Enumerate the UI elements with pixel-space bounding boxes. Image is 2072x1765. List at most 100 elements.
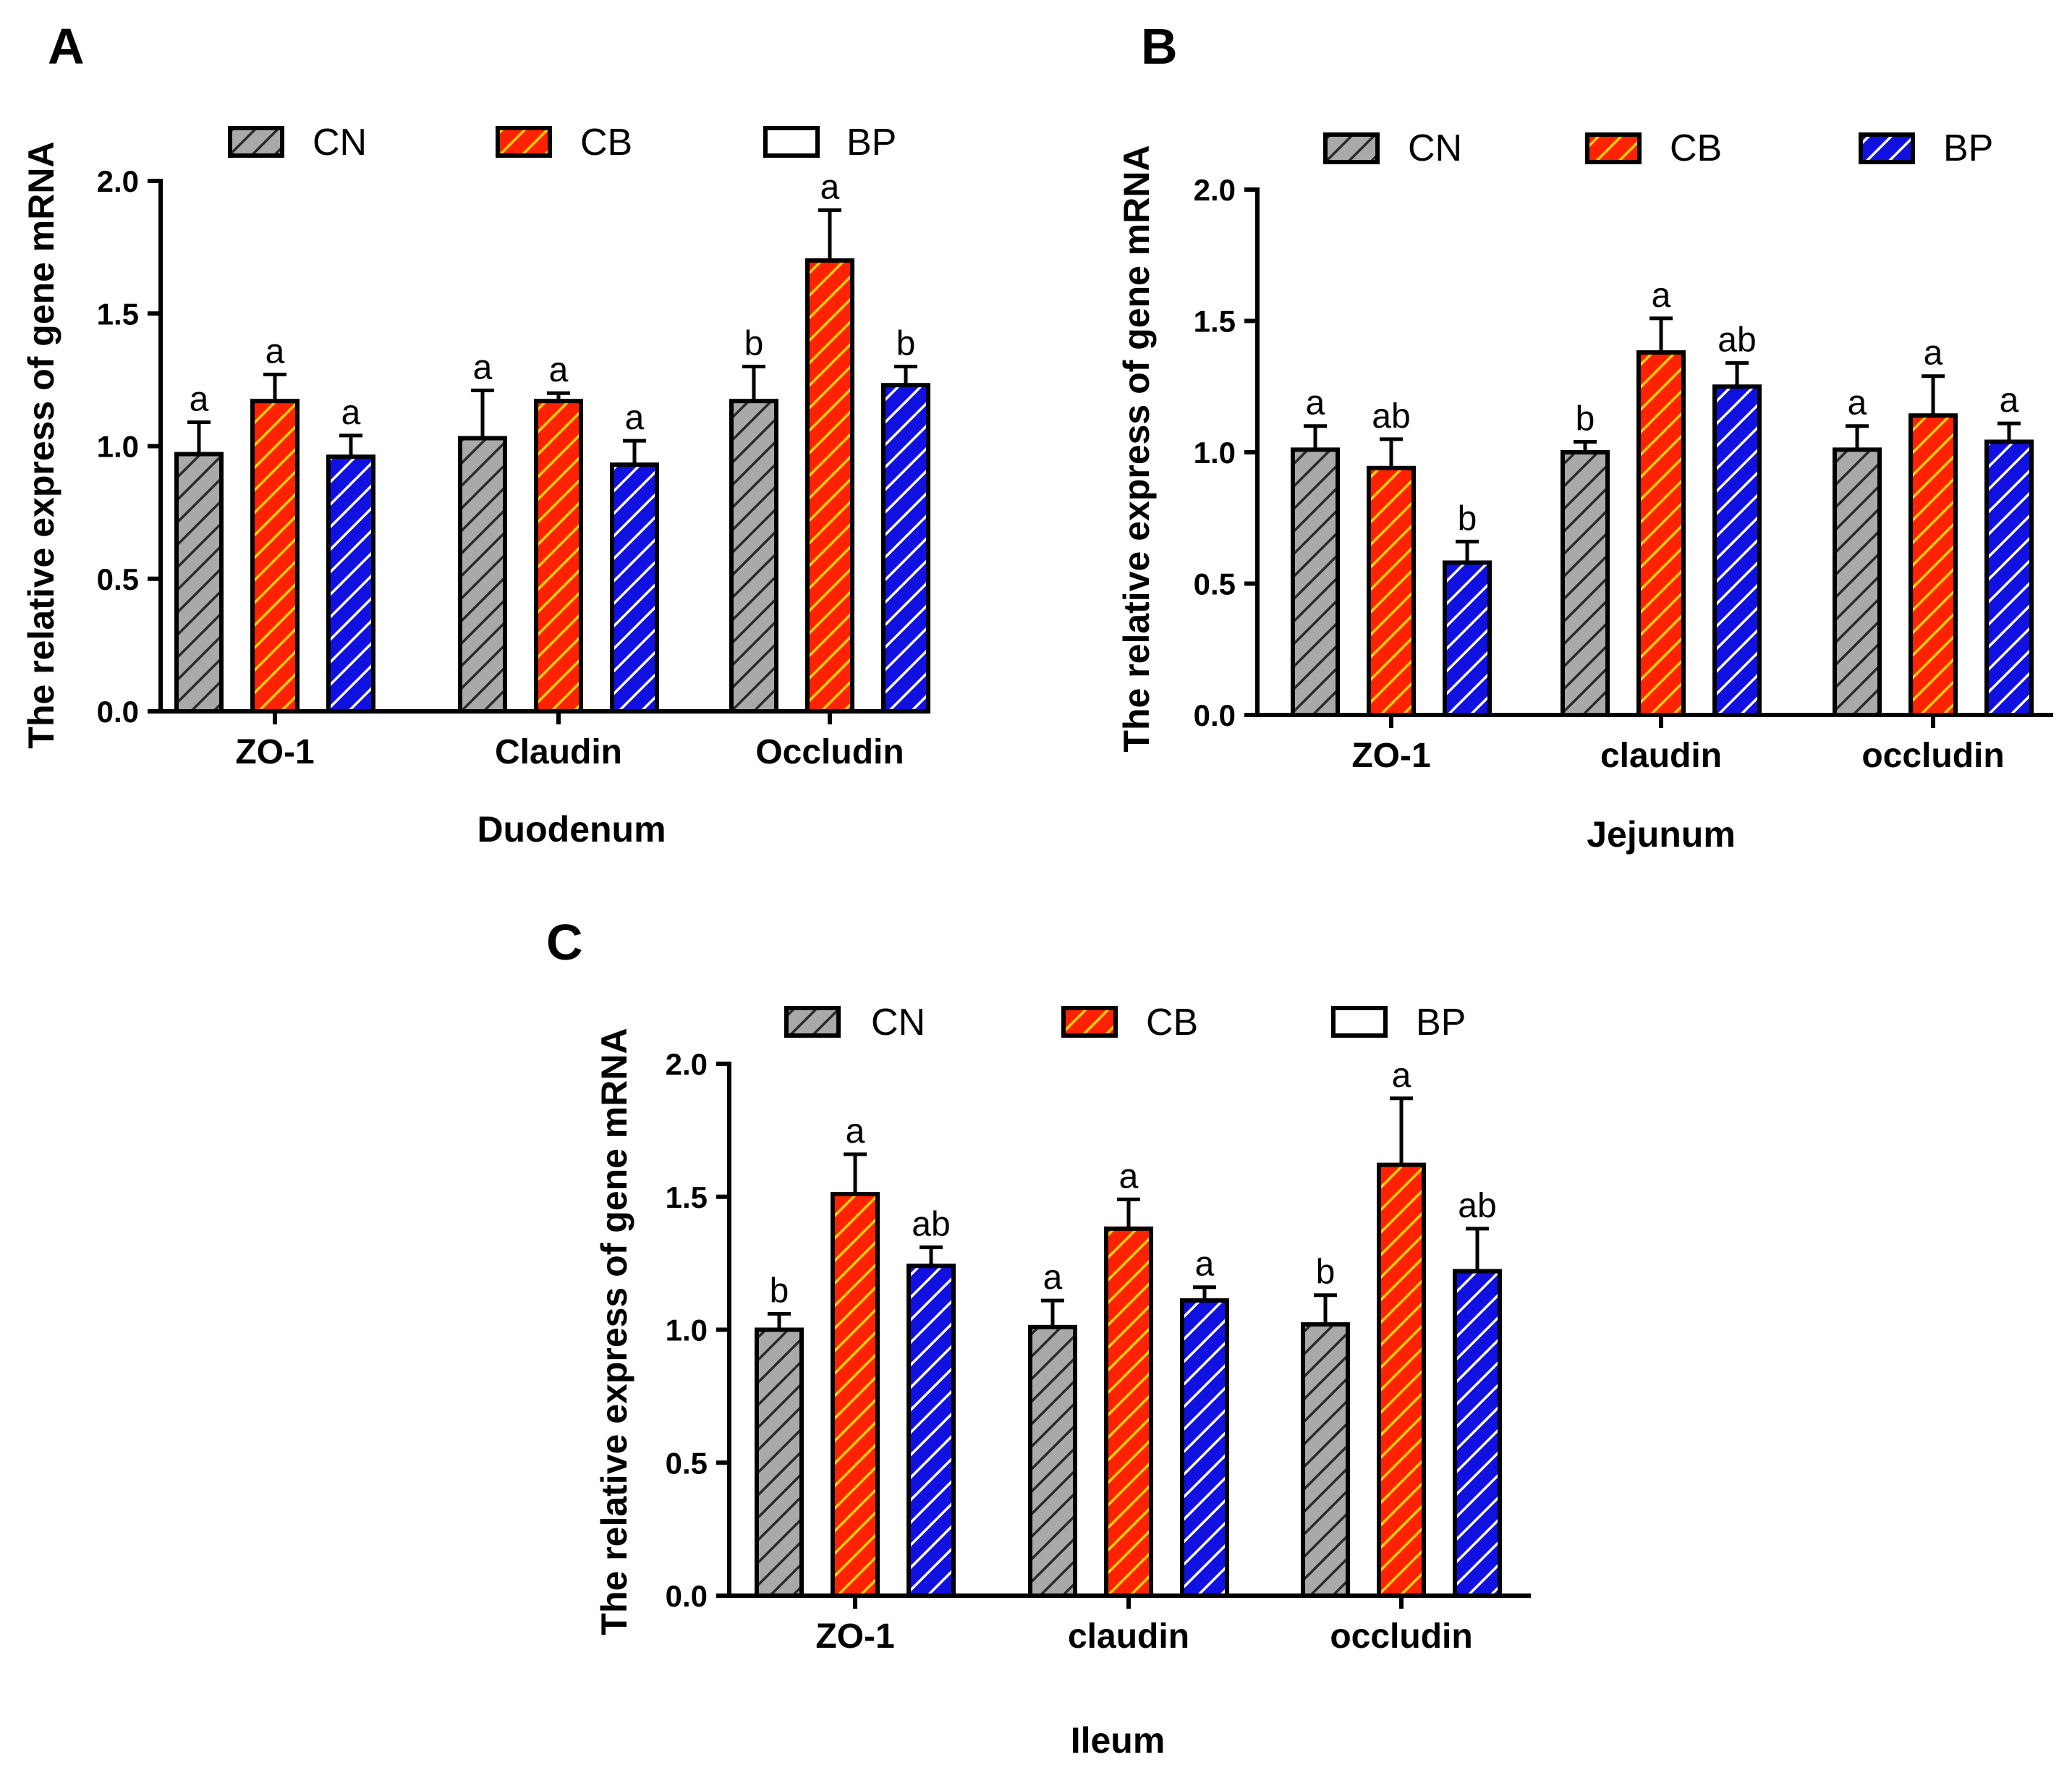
panel-a-bar-cb bbox=[534, 399, 583, 714]
panel-b-bar-bp bbox=[1443, 560, 1492, 718]
panel-a-bar-bp bbox=[610, 462, 659, 714]
panel-c-xlabel: Ileum bbox=[1071, 1720, 1166, 1761]
panel-c-category-label: claudin bbox=[1068, 1617, 1189, 1656]
panel-a-category-label: ZO-1 bbox=[235, 733, 314, 771]
panel-a-sig-label: a bbox=[190, 381, 209, 419]
panel-a-sig-label: b bbox=[896, 325, 916, 363]
panel-c-bar-cn bbox=[1301, 1322, 1350, 1599]
panel-b-y-tick-label: 1.5 bbox=[1194, 305, 1236, 339]
panel-b-sig-label: b bbox=[1576, 399, 1595, 438]
panel-c-sig-label: a bbox=[1195, 1245, 1215, 1284]
panel-b-sig-label: ab bbox=[1718, 321, 1756, 360]
panel-c-legend-label-bp: BP bbox=[1416, 1002, 1466, 1044]
panel-a-legend: CN CB BP bbox=[228, 122, 896, 164]
panel-c-category-label: occludin bbox=[1330, 1617, 1472, 1656]
panel-b-letter: B bbox=[1141, 18, 1178, 75]
panel-a-axes: 0.0 0.5 1.0 1.5 2.0 ZO-1 Claudin Occludin bbox=[97, 164, 930, 771]
panel-a-legend-swatch-cn bbox=[228, 126, 284, 158]
panel-a-y-tick-label: 1.5 bbox=[97, 297, 139, 331]
panel-b-sig-label: ab bbox=[1372, 397, 1410, 436]
panel-c-legend-label-cn: CN bbox=[871, 1002, 925, 1044]
panel-c-sig-label: ab bbox=[1458, 1187, 1496, 1225]
panel-b-legend-swatch-cb bbox=[1585, 132, 1642, 164]
panel-b-sig-label: a bbox=[2000, 381, 2019, 420]
panel-a-sig-label: a bbox=[625, 399, 645, 437]
panel-c: C The relative express of gene mRNA Ileu… bbox=[546, 914, 1531, 1761]
panel-a-y-tick-label: 0.0 bbox=[97, 695, 139, 729]
panel-c-legend: CN CB BP bbox=[784, 1002, 1466, 1044]
panel-b-sig-label: b bbox=[1458, 499, 1477, 538]
panel-a-legend-swatch-cb bbox=[496, 126, 552, 158]
panel-a-sig-label: a bbox=[549, 351, 569, 389]
panel-b-bar-cn bbox=[1833, 447, 1882, 717]
panel-a-sig-label: a bbox=[341, 394, 361, 432]
panel-c-y-tick-label: 2.0 bbox=[666, 1047, 708, 1081]
panel-a: A The relative express of gene mRNA Duod… bbox=[21, 18, 930, 850]
panel-a-sig-label: a bbox=[820, 168, 840, 206]
panel-a-y-tick-label: 0.5 bbox=[97, 562, 139, 596]
panel-a-xlabel: Duodenum bbox=[477, 809, 666, 850]
panel-a-legend-label-bp: BP bbox=[846, 122, 896, 164]
panel-a-bar-cn bbox=[174, 452, 224, 714]
panel-c-legend-swatch-cn bbox=[784, 1006, 841, 1038]
panel-b-legend-label-bp: BP bbox=[1943, 127, 1993, 169]
panel-b-y-tick-label: 0.0 bbox=[1194, 698, 1236, 732]
panel-b-bar-cb bbox=[1367, 465, 1416, 718]
panel-b-y-tick-label: 1.0 bbox=[1194, 436, 1236, 470]
panel-b-bar-cn bbox=[1291, 447, 1340, 717]
panel-c-y-tick-label: 0.5 bbox=[666, 1446, 708, 1480]
panel-c-sig-label: a bbox=[1043, 1258, 1063, 1297]
panel-c-sig-label: a bbox=[846, 1112, 865, 1151]
panel-a-sig-label: a bbox=[473, 349, 493, 387]
panel-b-bar-cn bbox=[1561, 450, 1610, 717]
panel-a-category-label: Occludin bbox=[755, 733, 904, 771]
panel-c-bar-bp bbox=[1180, 1298, 1229, 1598]
panel-c-sig-label: b bbox=[770, 1271, 789, 1310]
panel-b-y-tick-label: 0.5 bbox=[1194, 567, 1236, 601]
panel-a-bars: a a b a a a a a b bbox=[174, 168, 930, 714]
panel-b-sig-label: a bbox=[1652, 276, 1671, 315]
panel-b-category-label: occludin bbox=[1861, 737, 2004, 775]
panel-c-sig-label: ab bbox=[912, 1206, 950, 1244]
panel-b-bar-bp bbox=[1712, 384, 1762, 717]
panel-b-sig-label: a bbox=[1924, 334, 1943, 373]
panel-b-axes: 0.0 0.5 1.0 1.5 2.0 ZO-1 claudin occludin bbox=[1194, 173, 2053, 775]
panel-a-sig-label: a bbox=[266, 333, 285, 371]
panel-b-sig-label: a bbox=[1306, 384, 1325, 423]
panel-c-legend-label-cb: CB bbox=[1146, 1002, 1198, 1044]
panel-b-legend: CN CB BP bbox=[1323, 127, 1993, 169]
panel-a-sig-label: b bbox=[744, 325, 764, 363]
panel-a-y-tick-label: 1.0 bbox=[97, 430, 139, 464]
panel-c-bar-cn bbox=[755, 1327, 804, 1598]
panel-a-letter: A bbox=[48, 18, 85, 75]
panel-c-bar-cb bbox=[1104, 1226, 1153, 1598]
panel-b-bar-cb bbox=[1636, 350, 1686, 717]
panel-b-legend-label-cb: CB bbox=[1670, 127, 1722, 169]
panel-c-y-tick-label: 1.5 bbox=[666, 1180, 708, 1214]
panel-a-legend-label-cb: CB bbox=[580, 122, 632, 164]
panel-b-category-label: ZO-1 bbox=[1351, 737, 1430, 775]
panel-b-bar-cb bbox=[1908, 413, 1958, 717]
panel-a-bar-cb bbox=[250, 399, 300, 714]
panel-b-category-label: claudin bbox=[1600, 737, 1722, 775]
panel-c-bar-cb bbox=[831, 1192, 880, 1598]
panel-a-ylabel: The relative express of gene mRNA bbox=[21, 141, 61, 748]
panel-c-letter: C bbox=[546, 914, 583, 970]
panel-a-y-tick-label: 2.0 bbox=[97, 164, 139, 198]
panel-a-bar-cb bbox=[805, 258, 854, 714]
panel-c-sig-label: b bbox=[1316, 1253, 1336, 1292]
panel-b-legend-swatch-cn bbox=[1323, 132, 1380, 164]
panel-a-bar-cn bbox=[458, 436, 507, 714]
panel-c-bar-bp bbox=[906, 1264, 956, 1599]
panel-b-bar-bp bbox=[1984, 439, 2034, 717]
panel-c-y-tick-label: 0.0 bbox=[666, 1579, 708, 1613]
panel-c-axes: 0.0 0.5 1.0 1.5 2.0 ZO-1 claudin occludin bbox=[666, 1047, 1531, 1656]
panel-b: B The relative express of gene mRNA Jeju… bbox=[1116, 18, 2053, 855]
panel-c-sig-label: a bbox=[1392, 1057, 1411, 1095]
panel-c-category-label: ZO-1 bbox=[815, 1617, 894, 1656]
panel-a-legend-label-cn: CN bbox=[313, 122, 367, 164]
panel-a-category-label: Claudin bbox=[495, 733, 622, 771]
